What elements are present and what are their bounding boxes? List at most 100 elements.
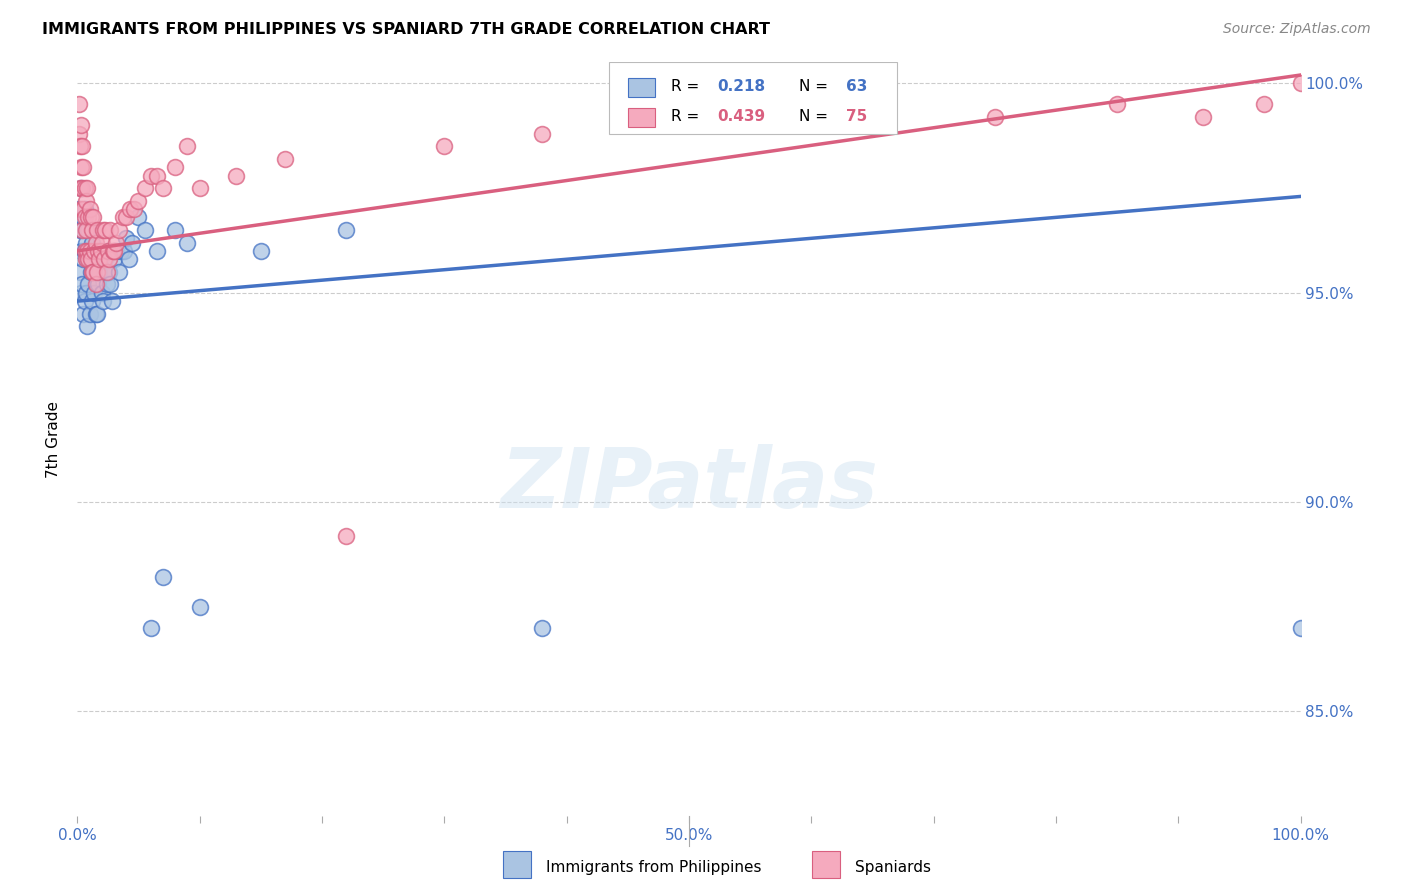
Point <box>115 231 138 245</box>
Text: N =: N = <box>799 110 828 124</box>
Point <box>96 265 118 279</box>
Point <box>98 277 121 292</box>
Point <box>97 244 120 258</box>
Point <box>82 265 104 279</box>
Point <box>82 211 104 225</box>
Point <box>79 307 101 321</box>
Point <box>73 211 96 225</box>
Point <box>70 118 93 132</box>
Point <box>72 252 94 267</box>
Point <box>176 139 198 153</box>
Point <box>82 265 104 279</box>
Point <box>1289 621 1312 635</box>
Point <box>86 307 108 321</box>
Point <box>72 307 94 321</box>
FancyBboxPatch shape <box>503 851 531 878</box>
Point <box>73 244 96 258</box>
Point <box>121 235 143 250</box>
Point <box>152 181 174 195</box>
Point <box>98 252 121 267</box>
Point <box>70 181 93 195</box>
Point <box>98 265 121 279</box>
Point <box>112 244 135 258</box>
Point <box>91 223 114 237</box>
Point <box>84 235 107 250</box>
Point <box>91 294 114 309</box>
Point <box>94 252 117 267</box>
Point <box>984 110 1007 124</box>
Point <box>83 285 105 300</box>
Point <box>75 252 97 267</box>
Point <box>90 252 112 267</box>
Text: Spaniards: Spaniards <box>855 860 931 874</box>
Point <box>70 181 93 195</box>
Point <box>90 235 112 250</box>
Point <box>1107 97 1129 112</box>
Point <box>146 169 169 183</box>
Point <box>89 265 111 279</box>
Point <box>75 223 97 237</box>
Point <box>70 139 93 153</box>
Point <box>862 118 884 132</box>
Point <box>84 277 107 292</box>
Point <box>75 235 97 250</box>
Point <box>165 160 187 174</box>
Point <box>165 223 187 237</box>
Point <box>86 223 108 237</box>
Point <box>101 244 124 258</box>
Point <box>176 235 198 250</box>
Point <box>1289 76 1312 90</box>
FancyBboxPatch shape <box>813 851 841 878</box>
Point <box>77 252 100 267</box>
Point <box>76 319 98 334</box>
Point <box>80 294 103 309</box>
Point <box>115 211 138 225</box>
Point <box>225 169 247 183</box>
Point <box>93 252 115 267</box>
Point <box>98 223 121 237</box>
Point <box>80 252 103 267</box>
Point <box>105 235 128 250</box>
Point <box>73 294 96 309</box>
Point <box>100 294 122 309</box>
Point <box>433 139 456 153</box>
Point <box>250 244 273 258</box>
Point <box>70 223 93 237</box>
Point <box>105 244 128 258</box>
Point <box>134 181 156 195</box>
Point <box>76 252 98 267</box>
Point <box>531 621 554 635</box>
Point <box>188 181 211 195</box>
Text: IMMIGRANTS FROM PHILIPPINES VS SPANIARD 7TH GRADE CORRELATION CHART: IMMIGRANTS FROM PHILIPPINES VS SPANIARD … <box>42 22 770 37</box>
Point <box>128 211 150 225</box>
Point <box>128 194 150 208</box>
Point <box>108 223 131 237</box>
Point <box>83 244 105 258</box>
Point <box>79 244 101 258</box>
Text: 75: 75 <box>845 110 866 124</box>
Point <box>86 265 108 279</box>
Point <box>77 223 100 237</box>
Point <box>122 202 145 216</box>
Point <box>531 127 554 141</box>
Text: 63: 63 <box>845 79 868 95</box>
Point <box>1191 110 1213 124</box>
Point <box>67 97 90 112</box>
Text: R =: R = <box>671 79 699 95</box>
Point <box>134 223 156 237</box>
Point <box>1253 97 1275 112</box>
Point <box>80 265 103 279</box>
Text: R =: R = <box>671 110 699 124</box>
Point <box>274 152 297 166</box>
Point <box>139 169 162 183</box>
Point <box>75 285 97 300</box>
Point <box>79 202 101 216</box>
Point <box>139 621 162 635</box>
Point <box>80 211 103 225</box>
Text: 0.218: 0.218 <box>717 79 765 95</box>
Point <box>70 285 93 300</box>
Point <box>146 244 169 258</box>
Point <box>73 244 96 258</box>
Point <box>108 265 131 279</box>
Point <box>67 127 90 141</box>
